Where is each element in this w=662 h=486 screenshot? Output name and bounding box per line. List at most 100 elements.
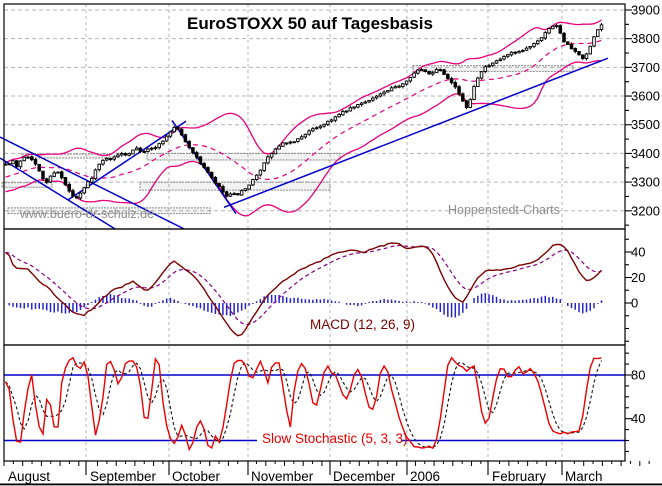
candle-down — [108, 158, 113, 160]
candle-down — [232, 193, 236, 196]
candle-up — [78, 192, 83, 199]
support-resistance-box — [139, 181, 331, 191]
support-resistance-box — [21, 153, 111, 159]
candle-down — [577, 50, 581, 56]
candle-up — [281, 142, 285, 147]
candle-up — [412, 72, 416, 78]
macd-axis-label: 0 — [631, 296, 638, 311]
support-resistance-boxes — [1, 65, 574, 215]
candle-up — [337, 114, 341, 118]
candle-up — [502, 56, 506, 60]
candle-up — [476, 77, 480, 87]
candle-up — [382, 91, 386, 95]
candle-up — [524, 47, 529, 51]
candle-down — [123, 153, 128, 156]
candle-up — [322, 123, 326, 127]
watermark-right: Hoppenstedt-Charts — [448, 203, 560, 217]
candle-up — [367, 99, 371, 103]
candle-up — [356, 104, 360, 108]
candle-up — [26, 156, 30, 159]
candle-down — [224, 191, 229, 197]
candle-down — [194, 152, 199, 158]
candle-up — [131, 149, 135, 155]
candle-up — [266, 156, 270, 164]
candle-up — [547, 28, 551, 34]
candle-up — [389, 87, 394, 92]
candle-down — [29, 156, 34, 161]
macd-axis-label: 40 — [631, 245, 645, 260]
candlestick-series — [3, 22, 604, 201]
candle-up — [584, 53, 589, 60]
macd-lines — [5, 242, 603, 337]
candle-up — [521, 49, 525, 52]
candle-up — [119, 153, 124, 156]
candle-up — [254, 174, 259, 181]
candle-down — [453, 82, 458, 88]
price-axis-label: 3800 — [631, 31, 660, 46]
candle-up — [146, 148, 150, 152]
candle-up — [243, 188, 248, 191]
candle-up — [116, 154, 120, 158]
stochastic-indicator-label: Slow Stochastic (5, 3, 3) — [262, 431, 408, 446]
candle-up — [491, 62, 495, 66]
candle-down — [569, 43, 574, 50]
bollinger-lower-band — [5, 59, 602, 217]
right-axis: 3900 3800 3700 3600 3500 3400 3300 3200 40 20 0 80 4… — [625, 3, 660, 452]
candle-down — [14, 160, 19, 168]
candle-up — [164, 135, 169, 142]
candle-down — [33, 158, 38, 165]
candle-up — [468, 99, 473, 108]
candle-up — [479, 71, 484, 79]
bollinger-bands — [5, 19, 602, 217]
candle-up — [416, 69, 420, 74]
candle-up — [371, 97, 375, 101]
candle-up — [592, 36, 596, 47]
candle-up — [494, 60, 499, 64]
candle-up — [344, 110, 349, 113]
candle-up — [172, 127, 176, 133]
macd-line — [5, 242, 603, 337]
candle-up — [82, 187, 86, 194]
candle-up — [127, 153, 131, 156]
price-axis-label: 3400 — [631, 146, 660, 161]
candle-up — [401, 83, 405, 87]
candle-down — [44, 178, 49, 183]
candle-up — [539, 37, 544, 41]
candle-up — [588, 45, 593, 55]
candle-up — [419, 69, 424, 72]
candle-down — [423, 69, 428, 72]
candle-down — [427, 70, 431, 75]
macd-axis-label: 20 — [631, 270, 645, 285]
candle-down — [191, 147, 195, 154]
candle-down — [213, 176, 218, 184]
support-resistance-box — [146, 152, 341, 161]
candle-up — [307, 130, 311, 135]
candle-up — [528, 45, 533, 49]
candle-up — [599, 24, 604, 30]
candle-up — [329, 119, 334, 122]
candle-up — [228, 193, 233, 197]
candle-up — [52, 172, 56, 177]
candle-up — [258, 169, 263, 176]
candle-down — [221, 186, 225, 193]
candle-up — [161, 140, 165, 145]
month-label: February — [492, 469, 546, 484]
candle-down — [562, 32, 566, 43]
panel-borders — [0, 3, 662, 486]
candle-up — [551, 25, 555, 30]
candle-down — [59, 171, 64, 179]
candle-down — [209, 171, 214, 178]
candle-down — [63, 177, 68, 186]
candle-down — [206, 167, 210, 173]
candle-up — [404, 80, 409, 85]
stochastic-lines — [4, 356, 625, 452]
candle-down — [446, 73, 450, 79]
candle-down — [461, 93, 465, 102]
candle-up — [273, 148, 278, 155]
candle-up — [247, 184, 251, 190]
candle-up — [262, 162, 266, 171]
candle-up — [104, 157, 109, 161]
candle-up — [506, 54, 510, 57]
candle-up — [318, 125, 323, 129]
candle-up — [487, 65, 491, 68]
